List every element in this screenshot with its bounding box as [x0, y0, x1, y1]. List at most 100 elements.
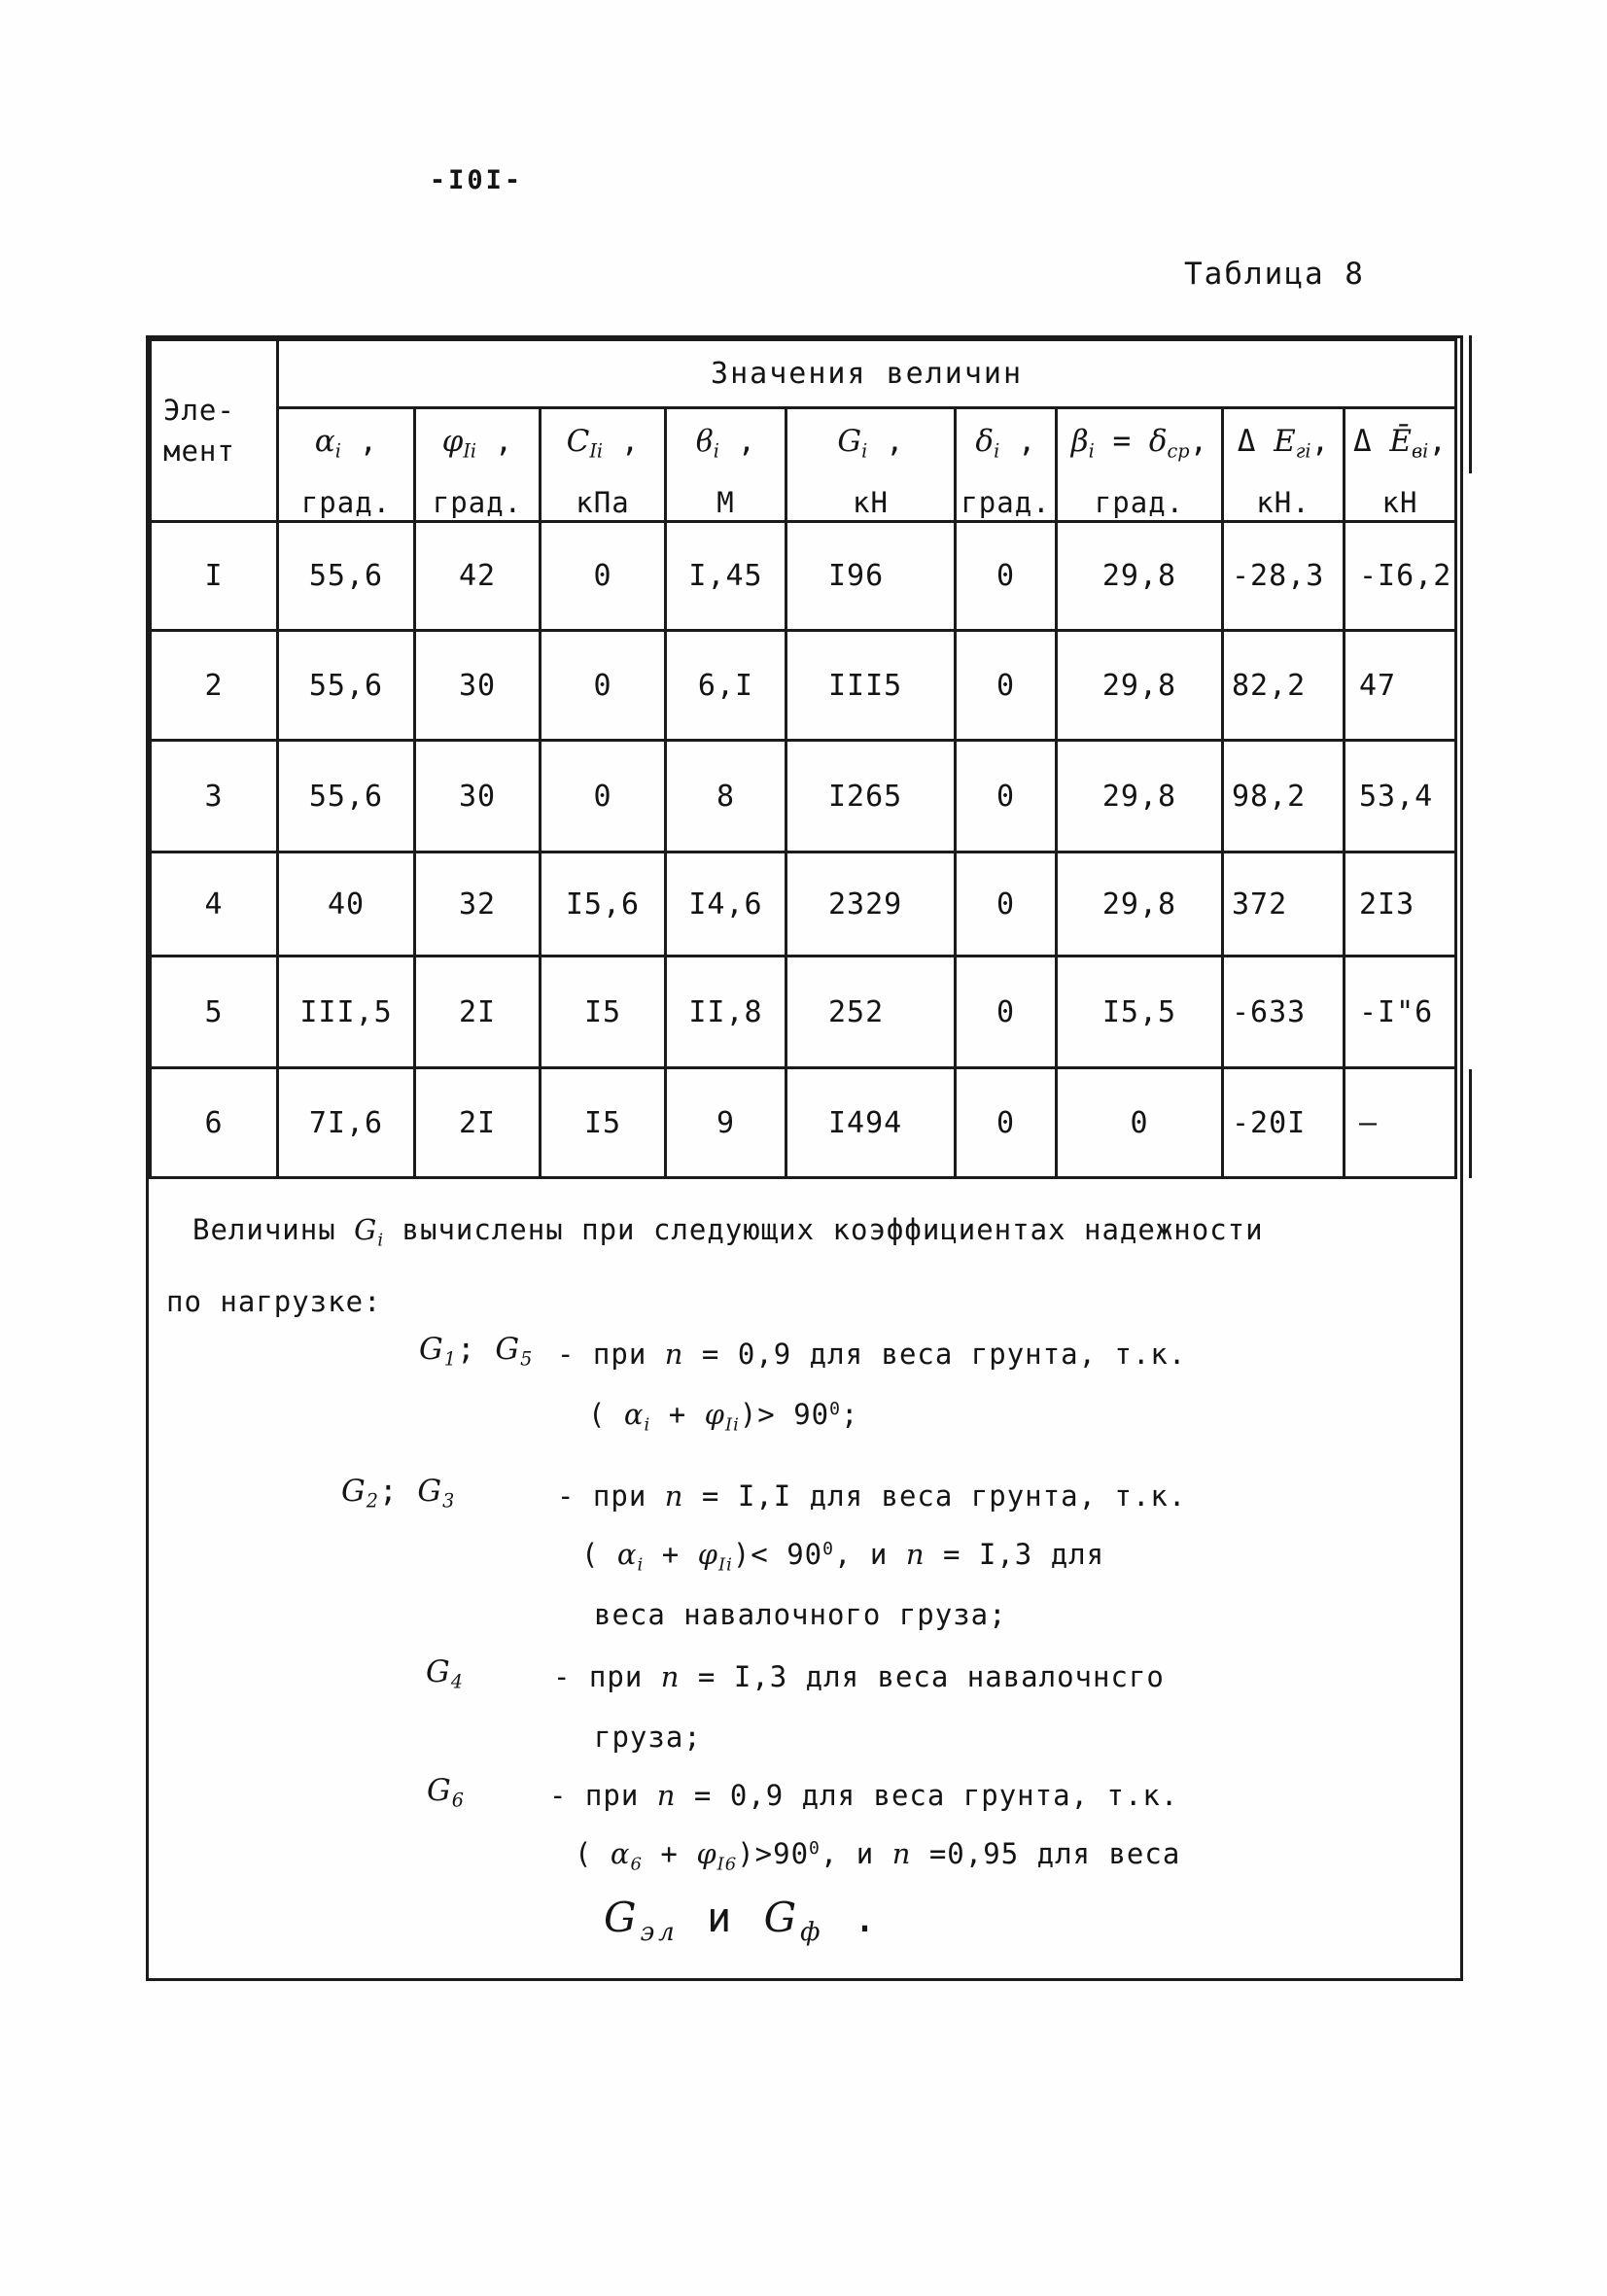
- cell: III,5: [276, 955, 416, 1069]
- note-2-line1: - при n = I,I для веса грунта, т.к.: [557, 1479, 1187, 1513]
- cell: I96: [785, 520, 957, 632]
- col-header-delta-unit: град.: [961, 486, 1051, 519]
- cell: 82,2: [1221, 629, 1345, 742]
- cell: -I"6: [1342, 955, 1458, 1069]
- cell: –: [1342, 1066, 1458, 1179]
- cell: 4: [149, 851, 279, 957]
- cell: 0: [1055, 1066, 1224, 1179]
- col-header-delta-e-r-symbol: Δ Eгi,: [1237, 424, 1330, 463]
- cell: 47: [1342, 629, 1458, 742]
- cell: 6: [149, 1066, 279, 1179]
- note-3-label: G4: [426, 1654, 464, 1693]
- cell: 372: [1221, 851, 1345, 957]
- col-header-delta-e-v: Δ Ēвi, кН: [1342, 406, 1458, 523]
- notes-final-line: Gэл и Gф .: [604, 1894, 882, 1948]
- cell: 7I,6: [276, 1066, 416, 1179]
- cell: 29,8: [1055, 739, 1224, 853]
- cell: I: [149, 520, 279, 632]
- note-2-formula: ( αi + φIi)< 900, и n = I,3 для: [581, 1538, 1105, 1576]
- cell: 5: [149, 955, 279, 1069]
- col-header-delta-e-v-symbol: Δ Ēвi,: [1353, 424, 1447, 463]
- note-4-line1: - при n = 0,9 для веса грунта, т.к.: [549, 1779, 1179, 1812]
- cell: -I6,2: [1342, 520, 1458, 632]
- cell: II,8: [664, 955, 787, 1069]
- col-header-delta-e-r-unit: кН.: [1256, 486, 1310, 519]
- table-caption: Таблица 8: [1184, 257, 1365, 292]
- note-4-label: G6: [427, 1773, 465, 1812]
- col-header-element-line1: Эле-: [163, 393, 235, 427]
- cell: 53,4: [1342, 739, 1458, 853]
- cell: -633: [1221, 955, 1345, 1069]
- cell: 29,8: [1055, 851, 1224, 957]
- cell: 40: [276, 851, 416, 957]
- col-header-element: Эле- мент: [149, 338, 279, 523]
- cell: I5: [539, 1066, 667, 1179]
- col-header-delta-symbol: δi ,: [975, 424, 1036, 463]
- cell: -20I: [1221, 1066, 1345, 1179]
- cell: I265: [785, 739, 957, 853]
- cell: 0: [539, 520, 667, 632]
- cell: -28,3: [1221, 520, 1345, 632]
- table-row: 4 40 32 I5,6 I4,6 2329 0 29,8 372 2I3: [149, 851, 1458, 957]
- cell: 30: [413, 739, 541, 853]
- cell: I,45: [664, 520, 787, 632]
- cell: 2329: [785, 851, 957, 957]
- note-4-formula: ( α6 + φI6)>900, и n =0,95 для веса: [575, 1837, 1181, 1875]
- col-header-phi: φIi , град.: [413, 406, 541, 523]
- col-header-delta-e-r: Δ Eгi, кН.: [1221, 406, 1345, 523]
- col-header-b: ϐi , М: [664, 406, 787, 523]
- cell: 30: [413, 629, 541, 742]
- cell: 0: [539, 739, 667, 853]
- cell: I5,5: [1055, 955, 1224, 1069]
- col-header-alpha: αi , град.: [276, 406, 416, 523]
- cell: 8: [664, 739, 787, 853]
- cell: 9: [664, 1066, 787, 1179]
- cell: III5: [785, 629, 957, 742]
- span-header-values: Значения величин: [275, 338, 1458, 409]
- cell: 0: [954, 955, 1058, 1069]
- cell: 252: [785, 955, 957, 1069]
- note-1-line1: - при n = 0,9 для веса грунта, т.к.: [557, 1338, 1187, 1371]
- cell: I4,6: [664, 851, 787, 957]
- cell: 0: [954, 520, 1058, 632]
- col-header-alpha-unit: град.: [300, 486, 392, 519]
- cell: 0: [954, 739, 1058, 853]
- cell: 0: [954, 629, 1058, 742]
- note-2-line3: веса навалочного груза;: [594, 1598, 1007, 1631]
- table-8: Эле- мент Значения величин αi , град. φIi…: [149, 338, 1458, 1179]
- cell: 98,2: [1221, 739, 1345, 853]
- col-header-delta-e-v-unit: кН: [1381, 486, 1418, 519]
- col-header-phi-symbol: φIi ,: [441, 424, 513, 463]
- table-8-box: Эле- мент Значения величин αi , град. φIi…: [146, 335, 1472, 1981]
- col-header-g-unit: кН: [853, 486, 889, 519]
- cell: 3: [149, 739, 279, 853]
- cell: 0: [539, 629, 667, 742]
- table-row: 6 7I,6 2I I5 9 I494 0 0 -20I –: [149, 1066, 1458, 1179]
- cell: 29,8: [1055, 629, 1224, 742]
- cell: 0: [954, 851, 1058, 957]
- col-header-beta-symbol: βi = δср,: [1070, 424, 1208, 463]
- page-number: -I0I-: [429, 165, 524, 195]
- cell: 55,6: [276, 520, 416, 632]
- cell: 55,6: [276, 629, 416, 742]
- col-header-alpha-symbol: αi ,: [314, 424, 378, 463]
- cell: 2I: [413, 1066, 541, 1179]
- cell: I5,6: [539, 851, 667, 957]
- col-header-c: CIi , кПа: [539, 406, 667, 523]
- col-header-beta: βi = δср, град.: [1055, 406, 1224, 523]
- cell: 2I3: [1342, 851, 1458, 957]
- col-header-beta-unit: град.: [1094, 486, 1185, 519]
- scan-line-artifact: [1469, 1069, 1472, 1178]
- scan-line-artifact: [1469, 335, 1472, 473]
- table-row: 5 III,5 2I I5 II,8 252 0 I5,5 -633 -I"6: [149, 955, 1458, 1069]
- note-2-label: G2; G3: [341, 1474, 456, 1513]
- note-3-line2: груза;: [594, 1721, 702, 1754]
- cell: 0: [954, 1066, 1058, 1179]
- col-header-g-symbol: Gi ,: [837, 424, 904, 463]
- cell: 6,I: [664, 629, 787, 742]
- cell: 2I: [413, 955, 541, 1069]
- cell: 42: [413, 520, 541, 632]
- cell: 2: [149, 629, 279, 742]
- cell: 32: [413, 851, 541, 957]
- table-row: I 55,6 42 0 I,45 I96 0 29,8 -28,3 -I6,2: [149, 520, 1458, 632]
